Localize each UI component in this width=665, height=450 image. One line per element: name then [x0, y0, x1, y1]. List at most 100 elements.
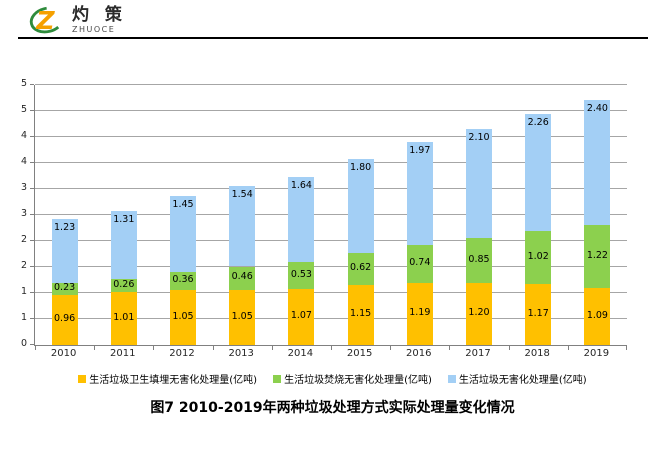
bar-value-label: 0.26 [113, 278, 135, 290]
y-axis-tick [30, 266, 34, 267]
bar-value-label: 1.15 [350, 308, 372, 320]
x-axis-tick [212, 346, 214, 350]
y-axis-tick [30, 84, 34, 85]
legend-item: 生活垃圾焚烧无害化处理量(亿吨) [273, 371, 432, 386]
y-axis-label: 3 [20, 208, 27, 219]
gridline [35, 136, 627, 137]
gridline [35, 240, 627, 241]
bar-segment [584, 100, 611, 225]
bar-value-label: 1.31 [113, 213, 135, 225]
bar-value-label: 0.62 [350, 262, 372, 274]
bar-segment [347, 159, 374, 253]
bar-value-label: 1.64 [290, 179, 312, 191]
bar-segment [406, 283, 433, 345]
y-axis-tick [30, 240, 34, 241]
bar-value-label: 1.19 [409, 307, 431, 319]
bar-value-label: 0.85 [468, 253, 490, 265]
bar-value-label: 1.97 [409, 145, 431, 157]
bar-value-label: 1.02 [527, 250, 549, 262]
chart-legend: 生活垃圾卫生填埋无害化处理量(亿吨) 生活垃圾焚烧无害化处理量(亿吨) 生活垃圾无害… [0, 371, 665, 386]
x-axis-label: 2013 [228, 348, 254, 359]
brand-header: Z 灼 策 ZHUOCE [28, 3, 127, 37]
legend-item: 生活垃圾卫生填埋无害化处理量(亿吨) [78, 371, 257, 386]
bar-segment [288, 261, 315, 290]
bar-value-label: 2.26 [527, 116, 549, 128]
legend-label: 生活垃圾焚烧无害化处理量(亿吨) [284, 375, 432, 386]
bar-segment [51, 295, 78, 345]
chart-title: 图7 2010-2019年两种垃圾处理方式实际处理量变化情况 [150, 400, 515, 416]
bar-value-label: 1.17 [527, 307, 549, 319]
y-axis-tick [30, 318, 34, 319]
bar-segment [110, 292, 137, 345]
x-axis-label: 2010 [50, 348, 77, 359]
bar-value-label: 1.54 [231, 189, 253, 201]
x-axis-tick [271, 346, 273, 350]
bar-value-label: 1.20 [468, 306, 490, 318]
bar-segment [347, 285, 374, 345]
bar-segment [466, 282, 492, 345]
bar-segment [584, 224, 611, 289]
bar-value-label: 1.09 [586, 309, 608, 321]
bar-segment [525, 113, 552, 232]
gridline [35, 214, 627, 215]
brand-text: 灼 策 ZHUOCE [72, 6, 127, 34]
y-axis-tick [30, 188, 34, 189]
x-axis-label: 2014 [287, 348, 314, 359]
legend-item: 生活垃圾无害化处理量(亿吨) [447, 371, 587, 386]
bar-segment [288, 289, 315, 345]
bar-segment [229, 266, 256, 291]
plot-area: 0.96 0.23 1.23 1.01 0.26 1.31 1.05 0.36 1.45 1.05… [30, 84, 627, 350]
brand-name-en: ZHUOCE [72, 24, 116, 34]
bar-segment [51, 219, 78, 284]
y-axis-label: 5 [20, 78, 27, 89]
bar-value-label: 0.46 [231, 271, 253, 283]
y-axis-label: 1 [20, 286, 27, 297]
bar-segment [406, 142, 433, 245]
bar-value-label: 0.96 [54, 313, 76, 325]
y-axis-tick [30, 162, 34, 163]
bar-value-label: 2.40 [586, 103, 608, 115]
y-axis-label: 4 [20, 156, 27, 167]
x-axis-label: 2017 [465, 348, 491, 359]
bar-value-label: 1.80 [350, 162, 372, 174]
bar-segment [466, 238, 492, 283]
x-axis-tick [390, 346, 392, 350]
x-axis-label: 2011 [110, 348, 136, 359]
bar-segment [170, 271, 196, 291]
bar-value-label: 1.07 [290, 310, 312, 322]
gridline [35, 110, 627, 111]
gridline [35, 84, 627, 85]
bar-value-label: 0.36 [172, 274, 194, 286]
x-axis-tick [35, 346, 36, 350]
y-axis-label: 5 [20, 104, 27, 115]
bar-value-label: 0.23 [54, 282, 76, 294]
x-axis-label: 2019 [583, 348, 610, 359]
bar-value-label: 1.45 [172, 199, 194, 211]
bar-value-label: 1.05 [231, 310, 253, 322]
bar-segment [51, 283, 78, 296]
bar-segment [584, 288, 611, 345]
y-axis-tick [30, 110, 34, 111]
bar-value-label: 0.53 [290, 268, 312, 280]
bar-value-label: 2.10 [468, 132, 490, 144]
x-axis-tick [94, 346, 96, 350]
bar-segment [170, 196, 196, 272]
y-axis-tick [30, 344, 34, 345]
y-axis-label: 2 [20, 260, 27, 271]
stacked-bar-chart: 0.96 0.23 1.23 1.01 0.26 1.31 1.05 0.36 1.45 1.05… [0, 75, 665, 367]
legend-label: 生活垃圾无害化处理量(亿吨) [458, 375, 587, 386]
bar-segment [110, 210, 137, 279]
y-axis-tick [30, 136, 34, 137]
gridline [35, 162, 627, 163]
bar-value-label: 1.23 [54, 222, 76, 234]
bar-segment [525, 284, 552, 345]
bar-value-label: 1.05 [172, 310, 194, 322]
x-axis-tick [626, 346, 627, 350]
bar-value-label: 1.01 [113, 311, 135, 323]
x-axis-label: 2012 [169, 348, 195, 359]
bar-value-label: 1.22 [586, 249, 608, 261]
gridline [35, 318, 627, 319]
y-axis-label: 2 [20, 234, 27, 245]
gridline [35, 188, 627, 189]
gridline [35, 266, 627, 267]
